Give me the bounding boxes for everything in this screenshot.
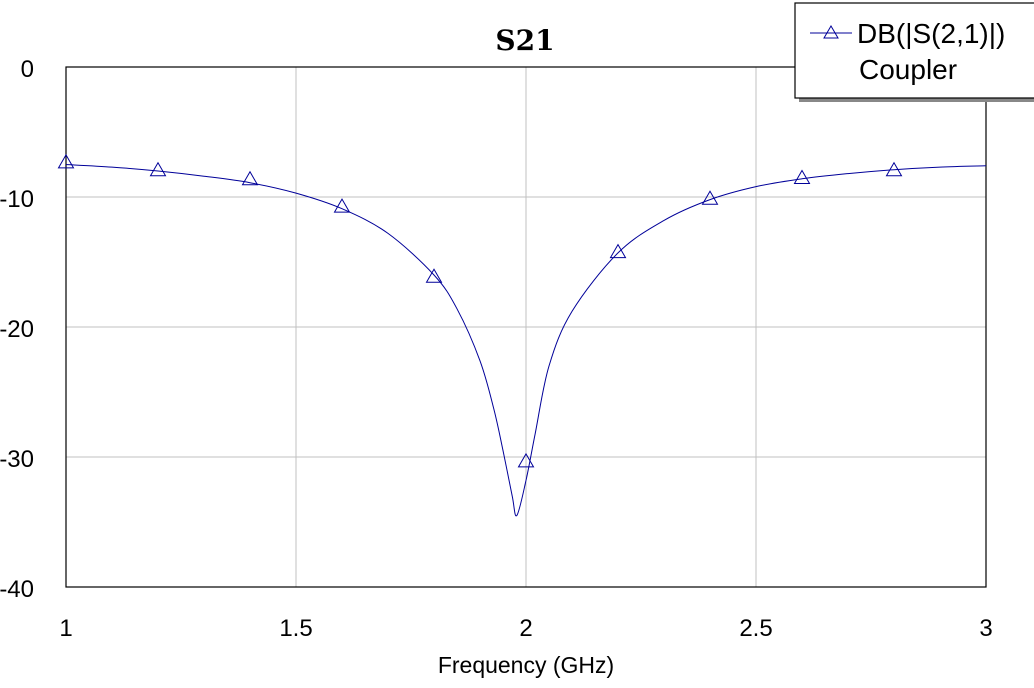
y-tick-label: -30 bbox=[0, 446, 34, 473]
legend-triangle-icon bbox=[823, 25, 839, 39]
series-line-s21 bbox=[65, 164, 987, 517]
legend: DB(|S(2,1)|) Coupler bbox=[794, 2, 1034, 102]
legend-box bbox=[794, 2, 1034, 99]
triangle-marker bbox=[333, 198, 351, 213]
y-tick-label: -40 bbox=[0, 576, 34, 603]
plot-frame bbox=[65, 66, 987, 588]
x-tick-label: 3 bbox=[979, 615, 992, 642]
triangle-marker bbox=[57, 153, 75, 169]
series-markers bbox=[57, 153, 903, 468]
x-tick-label: 1.5 bbox=[279, 615, 312, 642]
grid-lines bbox=[66, 67, 986, 587]
triangle-marker bbox=[517, 452, 535, 468]
triangle-marker bbox=[425, 268, 443, 283]
triangle-marker bbox=[885, 161, 903, 177]
x-axis-label: Frequency (GHz) bbox=[438, 652, 614, 678]
triangle-marker bbox=[609, 243, 627, 259]
triangle-marker bbox=[241, 170, 259, 186]
x-tick-labels: 1 1.5 2 2.5 3 bbox=[59, 615, 992, 642]
y-tick-labels: 0 -10 -20 -30 -40 bbox=[0, 56, 34, 603]
triangle-marker bbox=[701, 190, 719, 205]
triangle-marker bbox=[149, 161, 167, 177]
x-tick-label: 2.5 bbox=[739, 615, 772, 642]
chart-title: S21 bbox=[495, 24, 554, 57]
x-tick-label: 1 bbox=[59, 615, 72, 642]
x-tick-label: 2 bbox=[519, 615, 532, 642]
y-tick-label: -20 bbox=[0, 316, 34, 343]
triangle-marker bbox=[793, 169, 811, 184]
legend-series-name: DB(|S(2,1)|) bbox=[857, 18, 1005, 49]
y-tick-label: 0 bbox=[21, 56, 34, 83]
legend-series-source: Coupler bbox=[859, 54, 957, 85]
y-tick-label: -10 bbox=[0, 186, 34, 213]
